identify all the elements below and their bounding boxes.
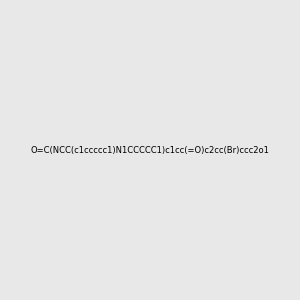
Text: O=C(NCC(c1ccccc1)N1CCCCC1)c1cc(=O)c2cc(Br)ccc2o1: O=C(NCC(c1ccccc1)N1CCCCC1)c1cc(=O)c2cc(B…: [31, 146, 269, 154]
